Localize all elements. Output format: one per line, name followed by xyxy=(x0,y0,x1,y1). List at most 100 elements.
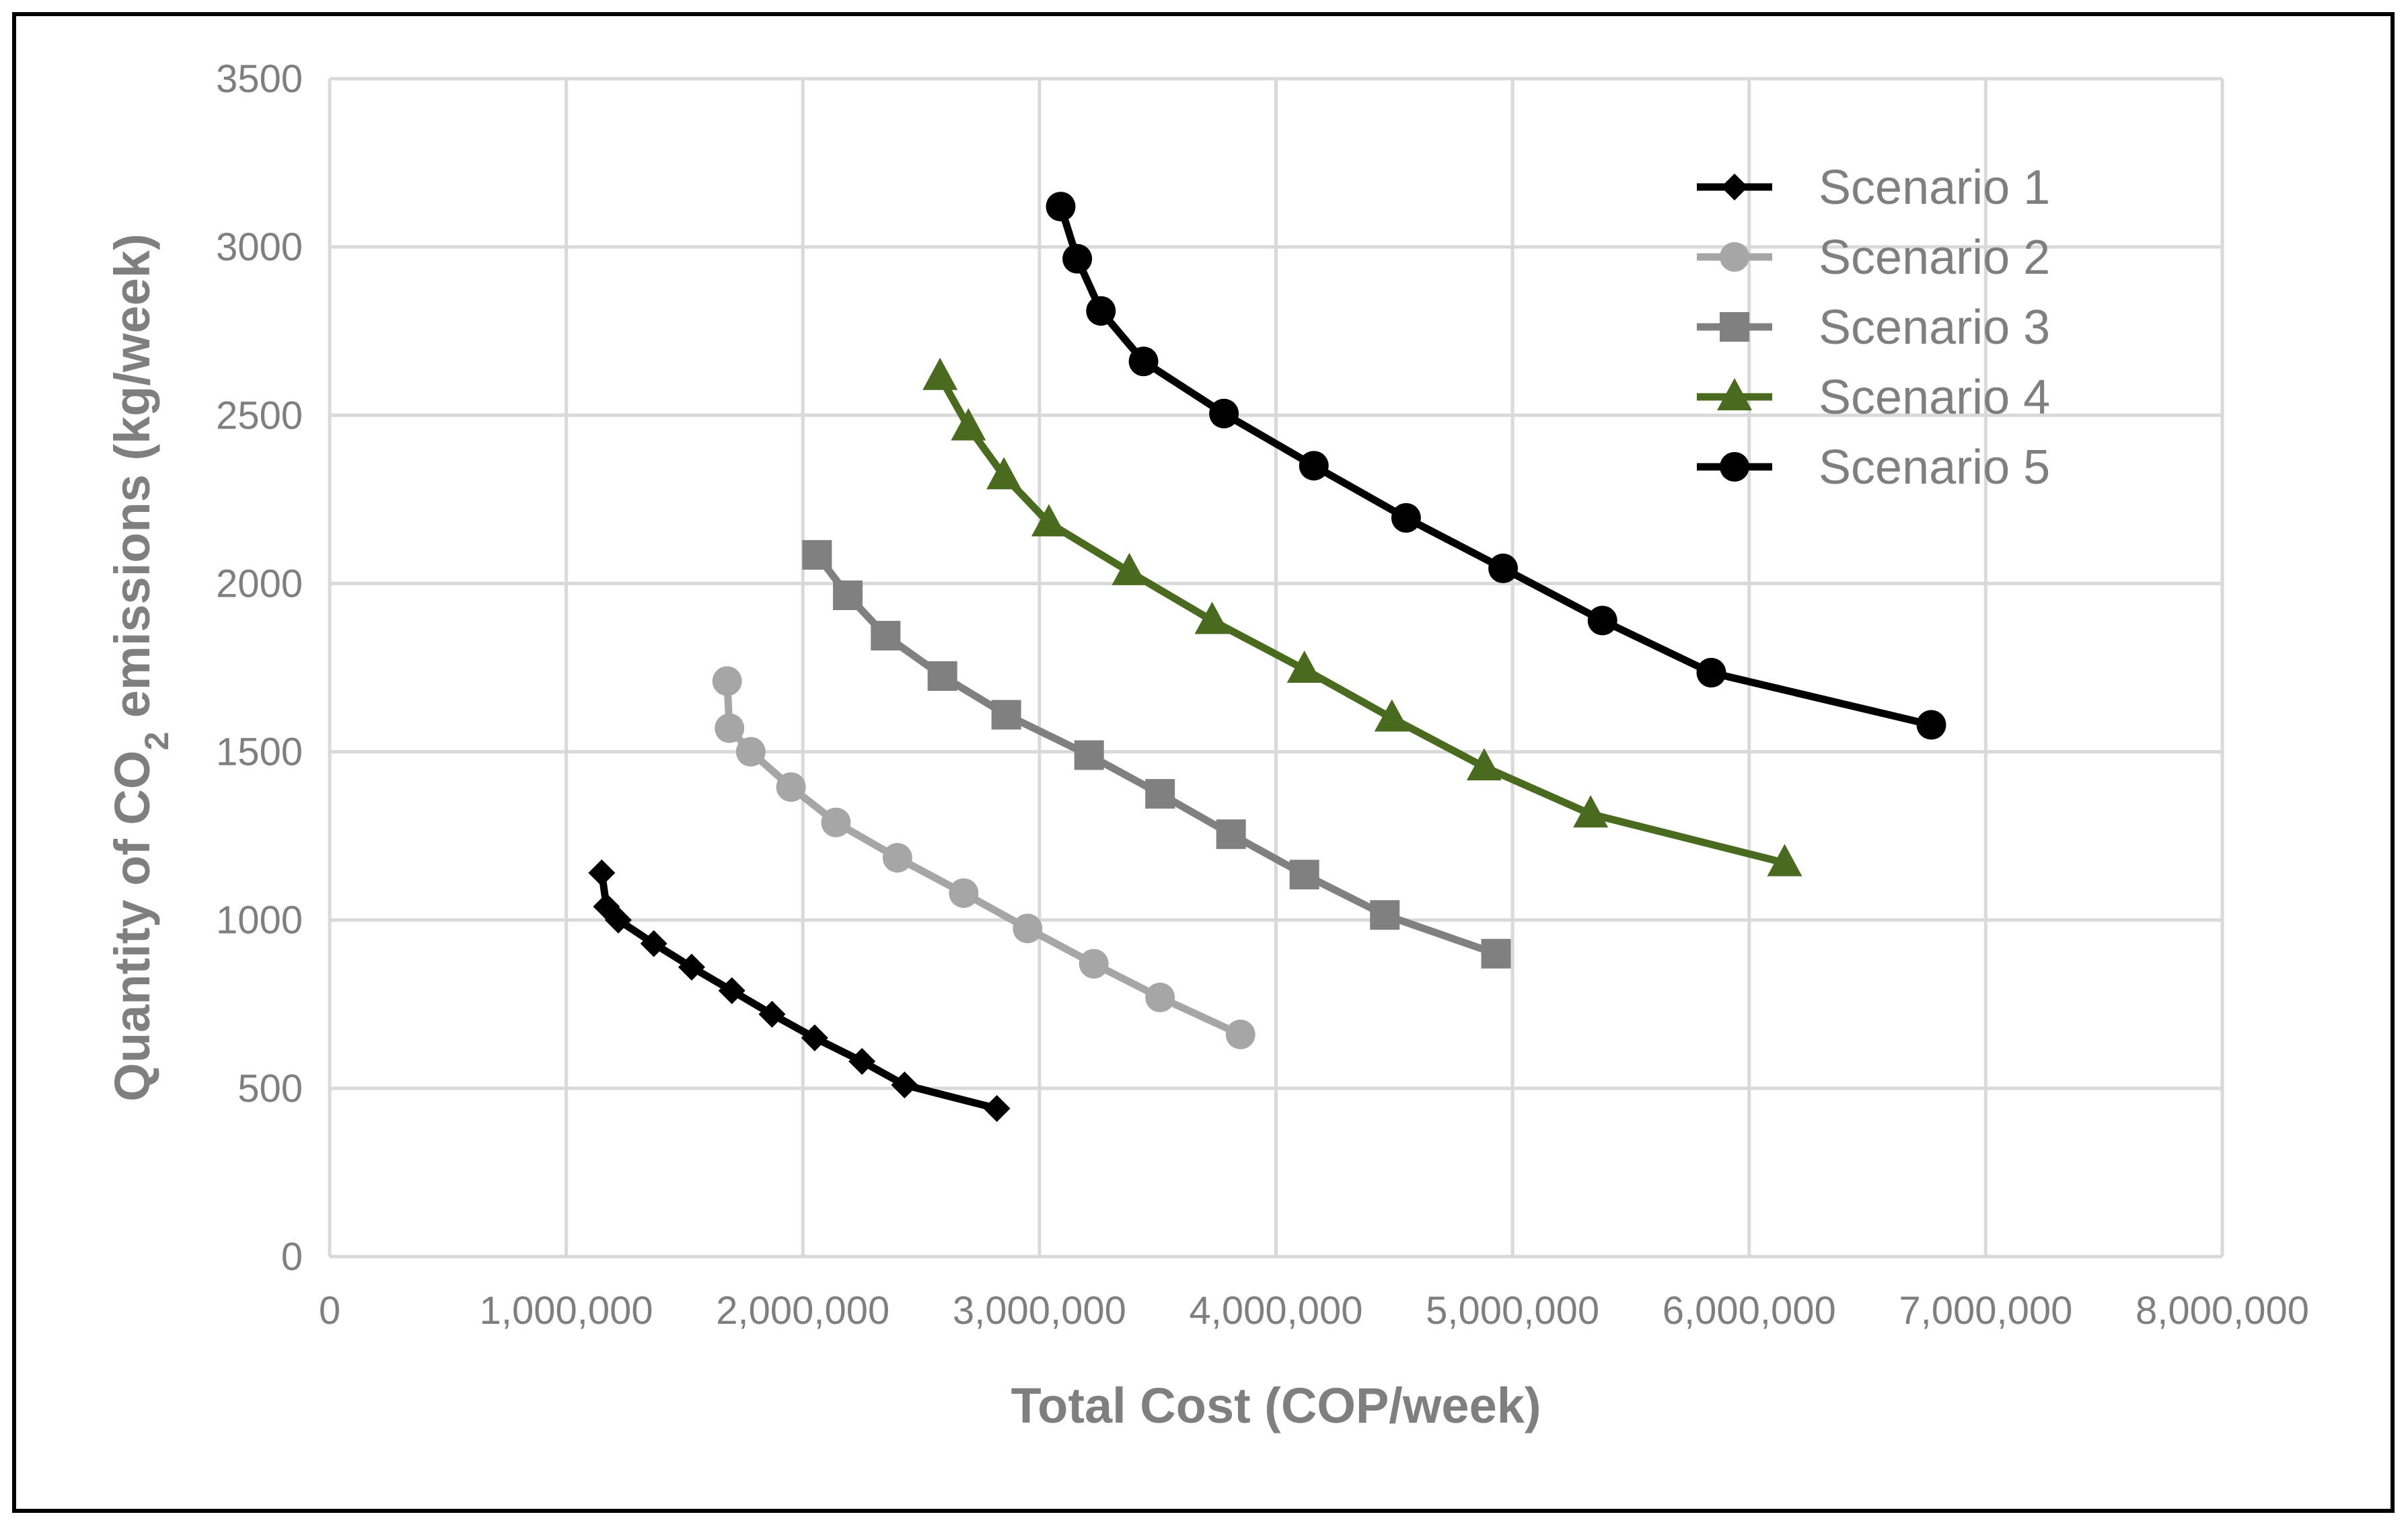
x-tick-label: 3,000,000 xyxy=(953,1289,1126,1333)
data-point xyxy=(1111,552,1147,585)
legend-label: Scenario 5 xyxy=(1819,441,2050,494)
x-tick-label: 2,000,000 xyxy=(716,1289,889,1333)
y-axis-title-part: Quantity of CO xyxy=(104,751,160,1102)
data-point xyxy=(801,1024,828,1051)
data-point xyxy=(802,539,832,570)
data-point xyxy=(1074,740,1104,770)
data-point xyxy=(986,457,1022,490)
series-2 xyxy=(712,666,1255,1049)
data-point xyxy=(922,357,958,390)
legend-item: Scenario 3 xyxy=(1697,301,2050,355)
legend-marker xyxy=(1717,378,1752,410)
data-point xyxy=(1370,900,1400,930)
data-point xyxy=(1145,779,1175,809)
legend-marker xyxy=(1721,174,1748,200)
y-tick-label: 3500 xyxy=(216,57,303,101)
data-point xyxy=(758,1000,786,1028)
data-point xyxy=(1696,658,1726,688)
x-tick-label: 4,000,000 xyxy=(1189,1289,1362,1333)
data-point xyxy=(821,807,851,837)
data-point xyxy=(1286,650,1322,683)
data-point xyxy=(1225,1019,1255,1049)
data-point xyxy=(712,666,742,696)
data-point xyxy=(882,843,912,873)
data-point xyxy=(1466,748,1502,781)
x-tick-label: 8,000,000 xyxy=(2136,1289,2309,1333)
y-tick-label: 0 xyxy=(281,1235,303,1279)
x-axis-title: Total Cost (COP/week) xyxy=(1011,1378,1541,1433)
series-line xyxy=(813,551,1500,958)
data-point xyxy=(1209,398,1239,428)
y-tick-label: 3000 xyxy=(216,225,303,269)
data-point xyxy=(949,878,979,908)
legend-item: Scenario 1 xyxy=(1697,161,2050,215)
data-point xyxy=(891,1071,918,1098)
data-point xyxy=(1086,296,1116,326)
legend-label: Scenario 1 xyxy=(1819,161,2050,215)
data-point xyxy=(1194,601,1230,634)
data-point xyxy=(1391,502,1421,533)
data-point xyxy=(848,1047,876,1075)
x-tick-label: 0 xyxy=(319,1289,340,1333)
legend-item: Scenario 5 xyxy=(1697,441,2050,494)
series-line xyxy=(936,373,1788,867)
series-3 xyxy=(802,539,1511,969)
x-tick-label: 5,000,000 xyxy=(1426,1289,1599,1333)
data-point xyxy=(1916,710,1946,740)
y-tick-label: 2000 xyxy=(216,562,303,605)
y-axis-title: Quantity of CO2 emissions (kg/week) xyxy=(104,233,176,1101)
gridlines xyxy=(328,77,2224,1259)
y-tick-label: 2500 xyxy=(216,394,303,437)
data-point xyxy=(1374,699,1410,732)
data-point xyxy=(1031,504,1066,537)
y-tick-label: 1500 xyxy=(216,731,303,774)
data-point xyxy=(1128,346,1159,377)
legend-marker xyxy=(1720,452,1749,482)
data-point xyxy=(983,1094,1011,1122)
x-tick-label: 7,000,000 xyxy=(1899,1289,2072,1333)
data-point xyxy=(678,953,705,981)
data-point xyxy=(1216,819,1246,850)
data-point xyxy=(1062,244,1093,274)
legend-item: Scenario 2 xyxy=(1697,231,2050,285)
x-tick-label: 1,000,000 xyxy=(480,1289,653,1333)
data-point xyxy=(1767,844,1802,877)
data-point xyxy=(1481,938,1511,969)
legend-label: Scenario 3 xyxy=(1819,301,2050,355)
y-axis-title-part: emissions (kg/week) xyxy=(104,233,160,731)
data-point xyxy=(991,700,1021,730)
y-tick-label: 1000 xyxy=(216,899,303,942)
data-point xyxy=(735,737,766,767)
series-4 xyxy=(922,357,1802,877)
data-point xyxy=(1299,451,1329,481)
data-point xyxy=(1079,948,1109,979)
data-point xyxy=(604,906,632,934)
data-point xyxy=(776,772,806,803)
data-point xyxy=(951,408,986,441)
series-line xyxy=(597,869,1001,1113)
data-point xyxy=(1013,913,1043,944)
chart-frame xyxy=(12,12,2395,1513)
legend-label: Scenario 2 xyxy=(1819,231,2050,285)
legend-item: Scenario 4 xyxy=(1697,371,2050,424)
data-point xyxy=(718,977,745,1004)
data-point xyxy=(1587,605,1617,636)
series-5 xyxy=(1046,192,1946,740)
data-point xyxy=(1573,795,1609,828)
legend-label: Scenario 4 xyxy=(1819,371,2050,424)
legend-marker xyxy=(1720,242,1749,272)
data-point xyxy=(927,661,957,692)
data-point xyxy=(640,930,667,957)
series-1 xyxy=(588,859,1011,1122)
data-point xyxy=(871,620,901,650)
data-point xyxy=(833,580,863,610)
data-point xyxy=(1289,860,1319,890)
x-tick-label: 6,000,000 xyxy=(1663,1289,1836,1333)
data-point xyxy=(1145,982,1175,1012)
data-point xyxy=(1046,192,1076,222)
data-point xyxy=(1488,553,1519,583)
data-point xyxy=(588,859,616,887)
legend-marker xyxy=(1720,312,1749,342)
y-tick-label: 500 xyxy=(238,1067,303,1111)
